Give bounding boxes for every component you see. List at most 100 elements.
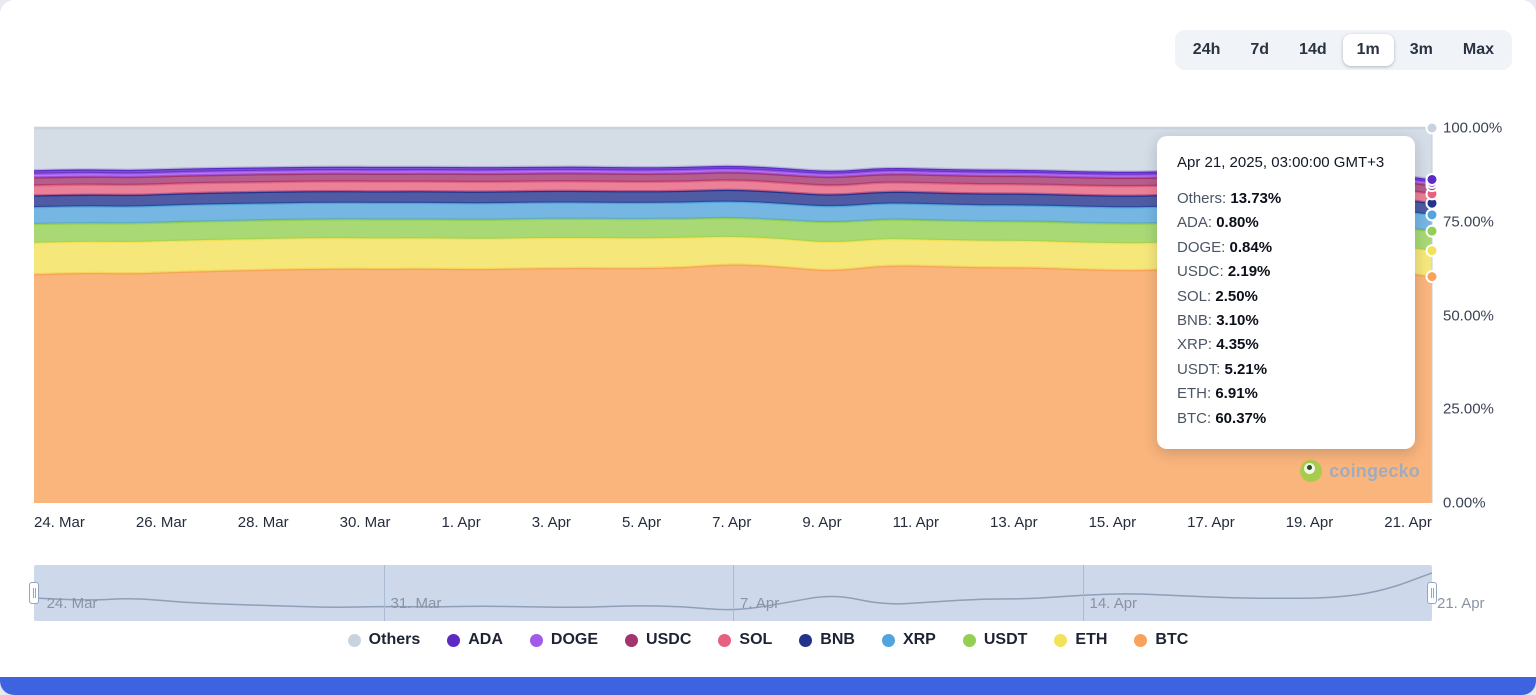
legend-item-others[interactable]: Others bbox=[347, 631, 421, 649]
tooltip-row-others: Others: 13.73% bbox=[1177, 190, 1282, 207]
legend-item-ada[interactable]: ADA bbox=[447, 631, 503, 649]
legend-swatch-icon bbox=[1134, 633, 1148, 647]
x-axis-labels: 24. Mar 26. Mar 28. Mar 30. Mar 1. Apr 3. Apr… bbox=[34, 514, 1432, 534]
range-button-max[interactable]: Max bbox=[1449, 34, 1508, 66]
y-axis-labels: 100.00% 75.00% 50.00% 25.00% 0.00% bbox=[1443, 120, 1523, 512]
legend-label: BNB bbox=[820, 631, 855, 648]
legend-swatch-icon bbox=[962, 633, 976, 647]
legend-swatch-icon bbox=[799, 633, 813, 647]
legend-item-bnb[interactable]: BNB bbox=[799, 631, 855, 649]
area-xrp bbox=[34, 201, 1432, 232]
x-axis-tick: 30. Mar bbox=[339, 514, 391, 531]
range-button-24h[interactable]: 24h bbox=[1179, 34, 1235, 66]
bottom-banner bbox=[0, 677, 1536, 695]
y-axis-tick: 25.00% bbox=[1443, 400, 1494, 418]
tooltip-title: Apr 21, 2025, 03:00:00 GMT+3 bbox=[1177, 154, 1385, 171]
coingecko-watermark: coingecko bbox=[1300, 460, 1420, 482]
legend-swatch-icon bbox=[718, 633, 732, 647]
range-button-14d[interactable]: 14d bbox=[1285, 34, 1341, 66]
y-axis-tick: 100.00% bbox=[1443, 119, 1503, 137]
legend-label: SOL bbox=[739, 631, 773, 648]
tooltip-row-sol: SOL: 2.50% bbox=[1177, 287, 1258, 305]
y-axis-tick: 75.00% bbox=[1443, 213, 1494, 231]
navigator-label: 24. Mar bbox=[46, 595, 98, 612]
x-axis-tick: 21. Apr bbox=[1384, 514, 1432, 531]
x-axis-tick: 1. Apr bbox=[441, 514, 481, 531]
y-axis-tick: 50.00% bbox=[1443, 307, 1494, 324]
navigator-label: 14. Apr bbox=[1089, 595, 1138, 612]
x-axis-tick: 11. Apr bbox=[892, 514, 940, 531]
tooltip-row-btc: BTC: 60.37% bbox=[1177, 409, 1267, 427]
legend-label: ETH bbox=[1075, 631, 1108, 648]
legend-swatch-icon bbox=[1054, 633, 1068, 647]
series-marker-ada bbox=[1425, 172, 1439, 186]
legend-label: DOGE bbox=[550, 631, 599, 648]
legend-item-xrp[interactable]: XRP bbox=[881, 631, 936, 649]
range-button-7d[interactable]: 7d bbox=[1236, 34, 1283, 66]
area-usdt bbox=[34, 218, 1432, 251]
tooltip-row-doge: DOGE: 0.84% bbox=[1177, 238, 1273, 256]
y-axis-tick: 0.00% bbox=[1443, 494, 1486, 512]
legend-label: USDT bbox=[983, 631, 1028, 648]
tooltip-row-eth: ETH: 6.91% bbox=[1177, 385, 1258, 403]
coingecko-watermark-text: coingecko bbox=[1329, 460, 1420, 481]
area-doge bbox=[34, 169, 1432, 186]
time-range-switcher: 24h 7d 14d 1m 3m Max bbox=[1174, 30, 1512, 70]
legend-label: BTC bbox=[1155, 631, 1189, 648]
x-axis-tick: 5. Apr bbox=[621, 514, 662, 531]
legend-item-eth[interactable]: ETH bbox=[1054, 631, 1107, 649]
area-btc bbox=[34, 264, 1432, 503]
coingecko-logo-icon bbox=[1300, 460, 1323, 482]
tooltip-row-usdc: USDC: 2.19% bbox=[1177, 263, 1271, 281]
x-axis-tick: 17. Apr bbox=[1187, 514, 1235, 531]
series-marker-others bbox=[1425, 121, 1439, 135]
legend-item-usdc[interactable]: USDC bbox=[625, 631, 691, 649]
x-axis-tick: 24. Mar bbox=[34, 514, 85, 531]
navigator-gridline bbox=[383, 565, 385, 621]
x-axis-tick: 9. Apr bbox=[802, 514, 842, 531]
tooltip-row-ada: ADA: 0.80% bbox=[1177, 214, 1259, 232]
navigator-label: 31. Mar bbox=[390, 595, 442, 612]
legend-label: USDC bbox=[646, 631, 692, 648]
x-axis-tick: 3. Apr bbox=[531, 514, 571, 531]
range-button-1m[interactable]: 1m bbox=[1342, 34, 1394, 66]
navigator-handle-left[interactable] bbox=[29, 582, 39, 604]
legend-item-usdt[interactable]: USDT bbox=[962, 631, 1028, 649]
tooltip-rows: Others: 13.73% ADA: 0.80% DOGE: 0.84% USDC:… bbox=[1177, 187, 1395, 431]
legend-swatch-icon bbox=[347, 633, 361, 647]
legend-swatch-icon bbox=[447, 633, 461, 647]
legend-swatch-icon bbox=[529, 633, 543, 647]
legend-swatch-icon bbox=[625, 633, 639, 647]
legend-item-btc[interactable]: BTC bbox=[1134, 631, 1188, 649]
series-marker-btc bbox=[1425, 270, 1439, 284]
navigator-handle-right[interactable] bbox=[1427, 582, 1437, 604]
navigator-right-label: 21. Apr bbox=[1437, 595, 1485, 612]
legend-label: ADA bbox=[468, 631, 503, 648]
x-axis-tick: 7. Apr bbox=[712, 514, 752, 531]
x-axis-tick: 26. Mar bbox=[135, 514, 187, 531]
legend-label: XRP bbox=[902, 631, 936, 648]
tooltip-row-bnb: BNB: 3.10% bbox=[1177, 312, 1259, 330]
legend-item-sol[interactable]: SOL bbox=[718, 631, 772, 649]
range-button-3m[interactable]: 3m bbox=[1396, 34, 1447, 66]
legend-item-doge[interactable]: DOGE bbox=[529, 631, 599, 649]
navigator-gridline bbox=[733, 565, 734, 621]
tooltip-row-xrp: XRP: 4.35% bbox=[1177, 336, 1259, 354]
range-navigator[interactable]: 24. Mar 31. Mar 7. Apr 14. Apr bbox=[29, 565, 1437, 621]
x-axis-tick: 15. Apr bbox=[1088, 514, 1137, 531]
tooltip-row-usdt: USDT: 5.21% bbox=[1177, 360, 1268, 378]
navigator-label: 7. Apr bbox=[740, 595, 780, 612]
navigator-gridline bbox=[1082, 565, 1084, 621]
series-marker-xrp bbox=[1425, 208, 1439, 222]
x-axis-tick: 13. Apr bbox=[990, 514, 1038, 531]
legend-swatch-icon bbox=[881, 633, 895, 647]
area-eth bbox=[34, 236, 1432, 277]
series-marker-eth bbox=[1425, 244, 1439, 258]
chart-legend: Others ADA DOGE USDC SOL BNB XRP USDT ETH BTC bbox=[0, 631, 1536, 649]
legend-label: Others bbox=[368, 631, 421, 648]
x-axis-tick: 28. Mar bbox=[237, 514, 289, 531]
x-axis-tick: 19. Apr bbox=[1285, 514, 1334, 531]
area-ada bbox=[34, 165, 1432, 183]
